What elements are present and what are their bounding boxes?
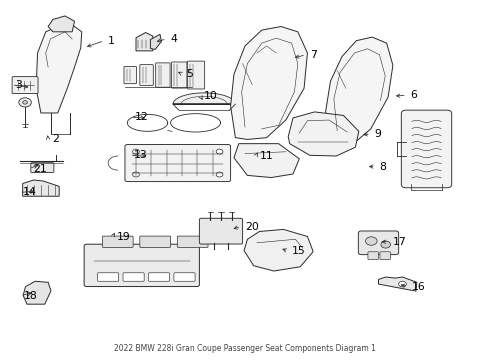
Text: 10: 10 — [204, 91, 218, 101]
Text: 21: 21 — [33, 164, 47, 174]
FancyBboxPatch shape — [31, 163, 54, 172]
Circle shape — [23, 100, 27, 104]
Polygon shape — [288, 112, 359, 156]
Polygon shape — [23, 281, 51, 304]
FancyBboxPatch shape — [84, 244, 199, 287]
FancyBboxPatch shape — [368, 252, 378, 260]
Text: 3: 3 — [16, 80, 23, 90]
Circle shape — [399, 281, 406, 287]
Text: 13: 13 — [134, 150, 147, 160]
Text: 12: 12 — [135, 112, 148, 122]
FancyBboxPatch shape — [174, 273, 195, 281]
Polygon shape — [231, 27, 307, 139]
FancyBboxPatch shape — [177, 236, 208, 247]
Text: 5: 5 — [186, 69, 193, 79]
FancyBboxPatch shape — [140, 236, 171, 247]
Polygon shape — [48, 16, 74, 32]
Text: 18: 18 — [24, 291, 38, 301]
Text: 19: 19 — [116, 232, 130, 242]
FancyBboxPatch shape — [124, 66, 137, 84]
Circle shape — [19, 98, 31, 107]
FancyBboxPatch shape — [187, 61, 205, 89]
Text: 6: 6 — [411, 90, 417, 100]
FancyBboxPatch shape — [125, 145, 231, 181]
Circle shape — [133, 149, 139, 154]
FancyBboxPatch shape — [401, 110, 452, 188]
FancyBboxPatch shape — [199, 218, 243, 244]
Text: 1: 1 — [108, 36, 115, 46]
Text: 20: 20 — [245, 221, 259, 231]
Text: 17: 17 — [393, 237, 407, 247]
FancyBboxPatch shape — [358, 231, 399, 255]
FancyBboxPatch shape — [98, 273, 119, 281]
Text: 7: 7 — [310, 50, 317, 60]
Polygon shape — [136, 32, 153, 51]
FancyBboxPatch shape — [102, 236, 133, 247]
Text: 4: 4 — [171, 34, 177, 44]
Text: 2: 2 — [52, 134, 59, 144]
Text: 14: 14 — [23, 187, 37, 197]
Polygon shape — [378, 277, 417, 291]
Polygon shape — [150, 34, 161, 49]
Circle shape — [366, 237, 377, 245]
Polygon shape — [234, 144, 299, 177]
FancyBboxPatch shape — [140, 65, 153, 85]
Polygon shape — [36, 25, 82, 113]
FancyBboxPatch shape — [380, 252, 391, 260]
FancyBboxPatch shape — [172, 62, 187, 88]
FancyBboxPatch shape — [148, 273, 170, 281]
Text: 9: 9 — [375, 129, 382, 139]
Text: 8: 8 — [379, 162, 386, 172]
Circle shape — [216, 172, 223, 177]
FancyBboxPatch shape — [156, 63, 170, 87]
FancyBboxPatch shape — [12, 77, 38, 94]
Text: 16: 16 — [412, 282, 426, 292]
Circle shape — [133, 172, 139, 177]
Polygon shape — [244, 229, 313, 271]
Polygon shape — [326, 37, 393, 145]
Circle shape — [381, 241, 391, 248]
Text: 15: 15 — [292, 246, 306, 256]
FancyBboxPatch shape — [123, 273, 144, 281]
Text: 2022 BMW 228i Gran Coupe Passenger Seat Components Diagram 1: 2022 BMW 228i Gran Coupe Passenger Seat … — [114, 344, 376, 353]
Polygon shape — [173, 93, 235, 104]
Circle shape — [216, 149, 223, 154]
Text: 11: 11 — [259, 151, 273, 161]
Polygon shape — [23, 180, 59, 196]
